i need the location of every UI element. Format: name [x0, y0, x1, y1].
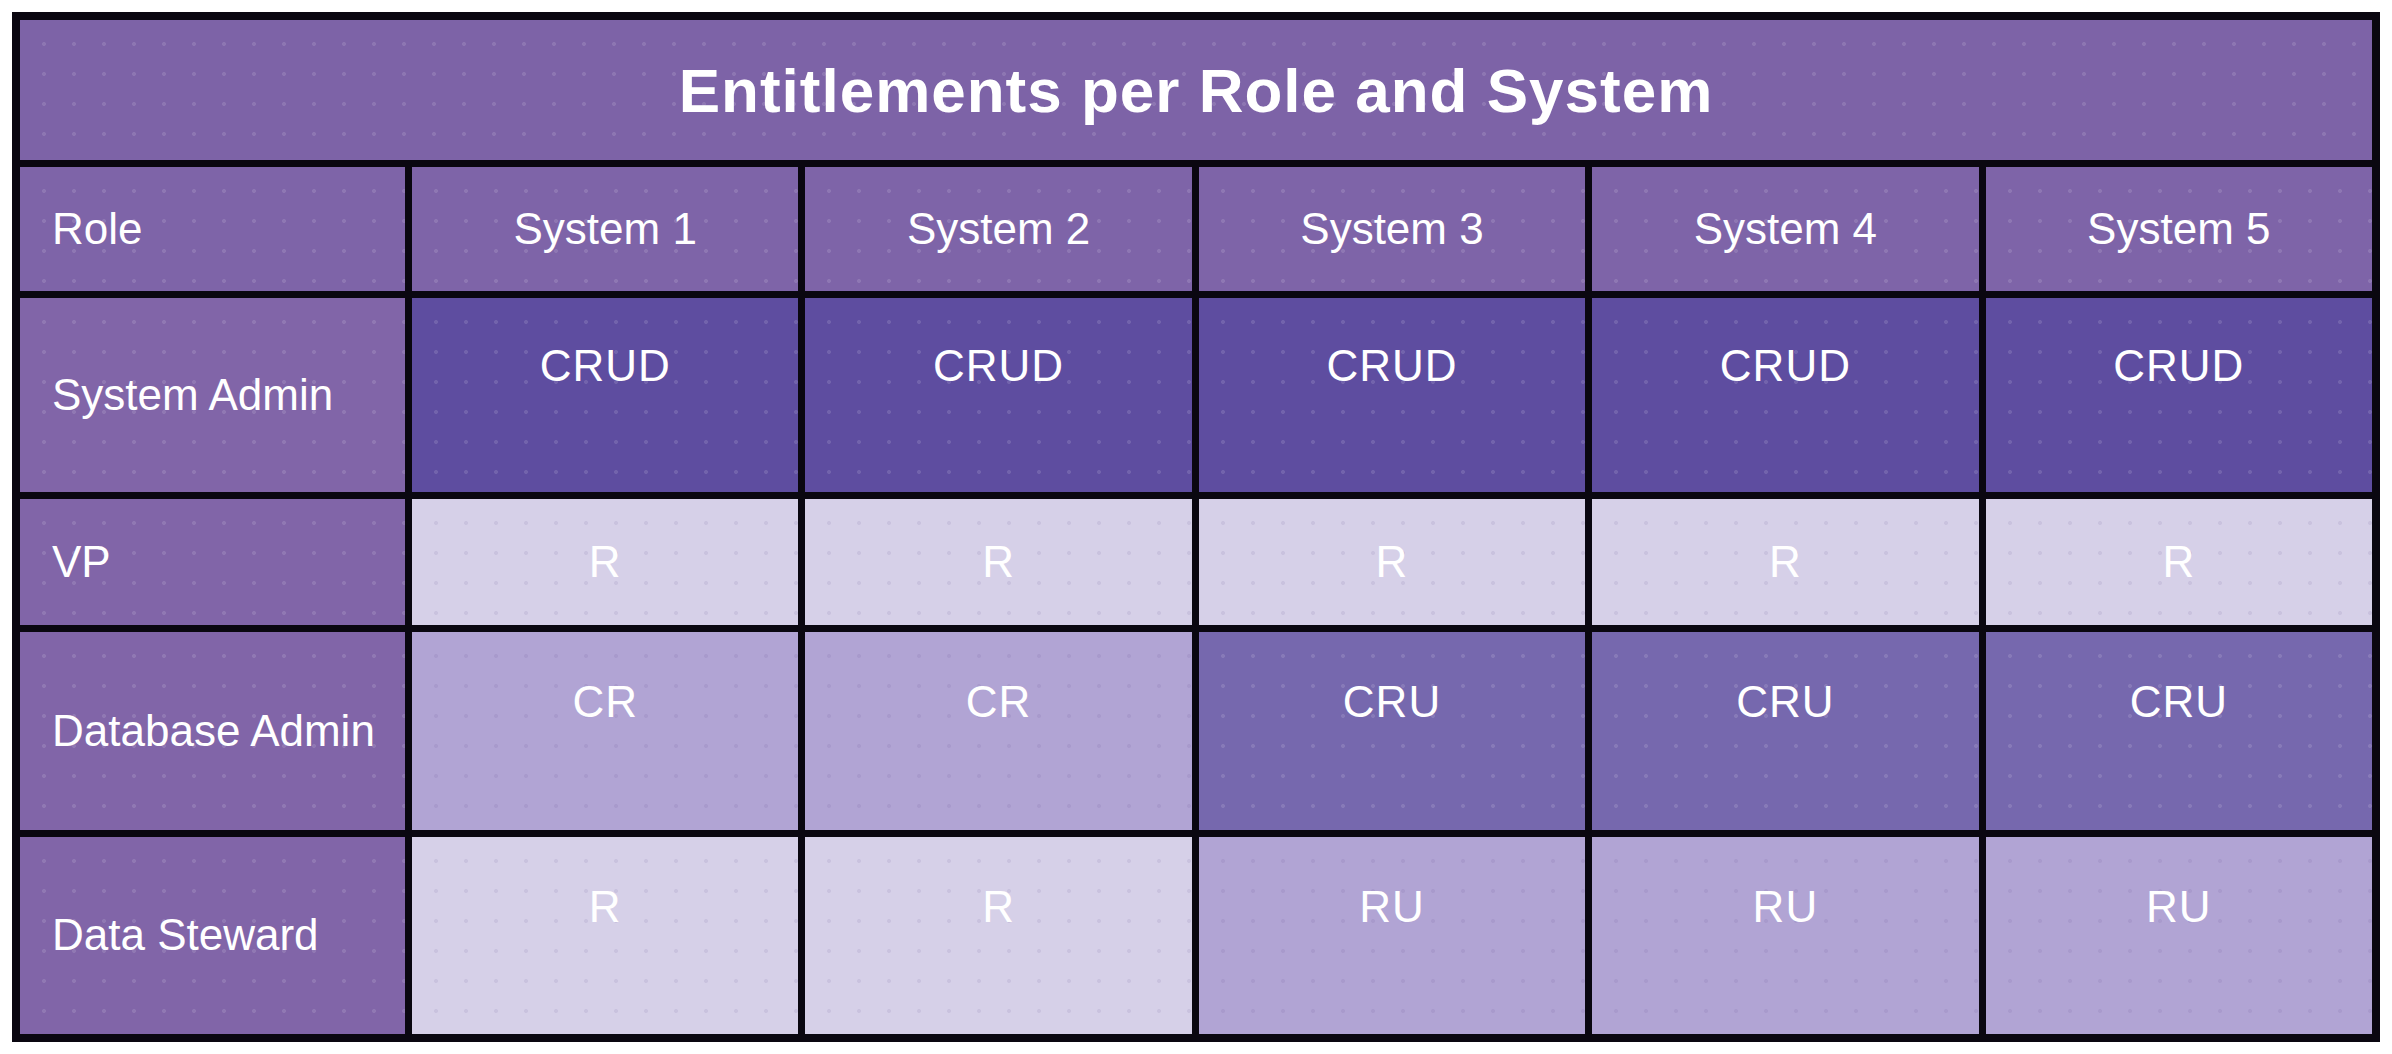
column-header-system-3: System 3 [1199, 167, 1585, 291]
row-label-data-steward: Data Steward [20, 837, 405, 1034]
entitlement-cell: CRU [1986, 632, 2372, 830]
entitlement-cell: RU [1986, 837, 2372, 1034]
entitlement-cell: RU [1199, 837, 1585, 1034]
entitlements-table: Entitlements per Role and System Role Sy… [12, 12, 2380, 1042]
entitlement-cell: R [805, 837, 1191, 1034]
column-header-system-2: System 2 [805, 167, 1191, 291]
row-label-database-admin: Database Admin [20, 632, 405, 830]
entitlement-cell: R [1986, 499, 2372, 625]
column-header-system-5: System 5 [1986, 167, 2372, 291]
entitlement-cell: CRUD [1592, 298, 1978, 492]
entitlement-cell: RU [1592, 837, 1978, 1034]
entitlement-cell: R [805, 499, 1191, 625]
entitlement-cell: R [1592, 499, 1978, 625]
column-header-role: Role [20, 167, 405, 291]
table-title: Entitlements per Role and System [20, 20, 2372, 160]
column-header-system-4: System 4 [1592, 167, 1978, 291]
row-label-vp: VP [20, 499, 405, 625]
entitlement-cell: CRUD [412, 298, 798, 492]
entitlement-cell: R [1199, 499, 1585, 625]
entitlement-cell: R [412, 499, 798, 625]
column-header-system-1: System 1 [412, 167, 798, 291]
entitlement-cell: R [412, 837, 798, 1034]
entitlement-cell: CRU [1199, 632, 1585, 830]
entitlement-cell: CR [412, 632, 798, 830]
entitlement-cell: CR [805, 632, 1191, 830]
entitlement-cell: CRUD [1199, 298, 1585, 492]
entitlement-cell: CRUD [1986, 298, 2372, 492]
entitlement-cell: CRUD [805, 298, 1191, 492]
entitlement-cell: CRU [1592, 632, 1978, 830]
row-label-system-admin: System Admin [20, 298, 405, 492]
